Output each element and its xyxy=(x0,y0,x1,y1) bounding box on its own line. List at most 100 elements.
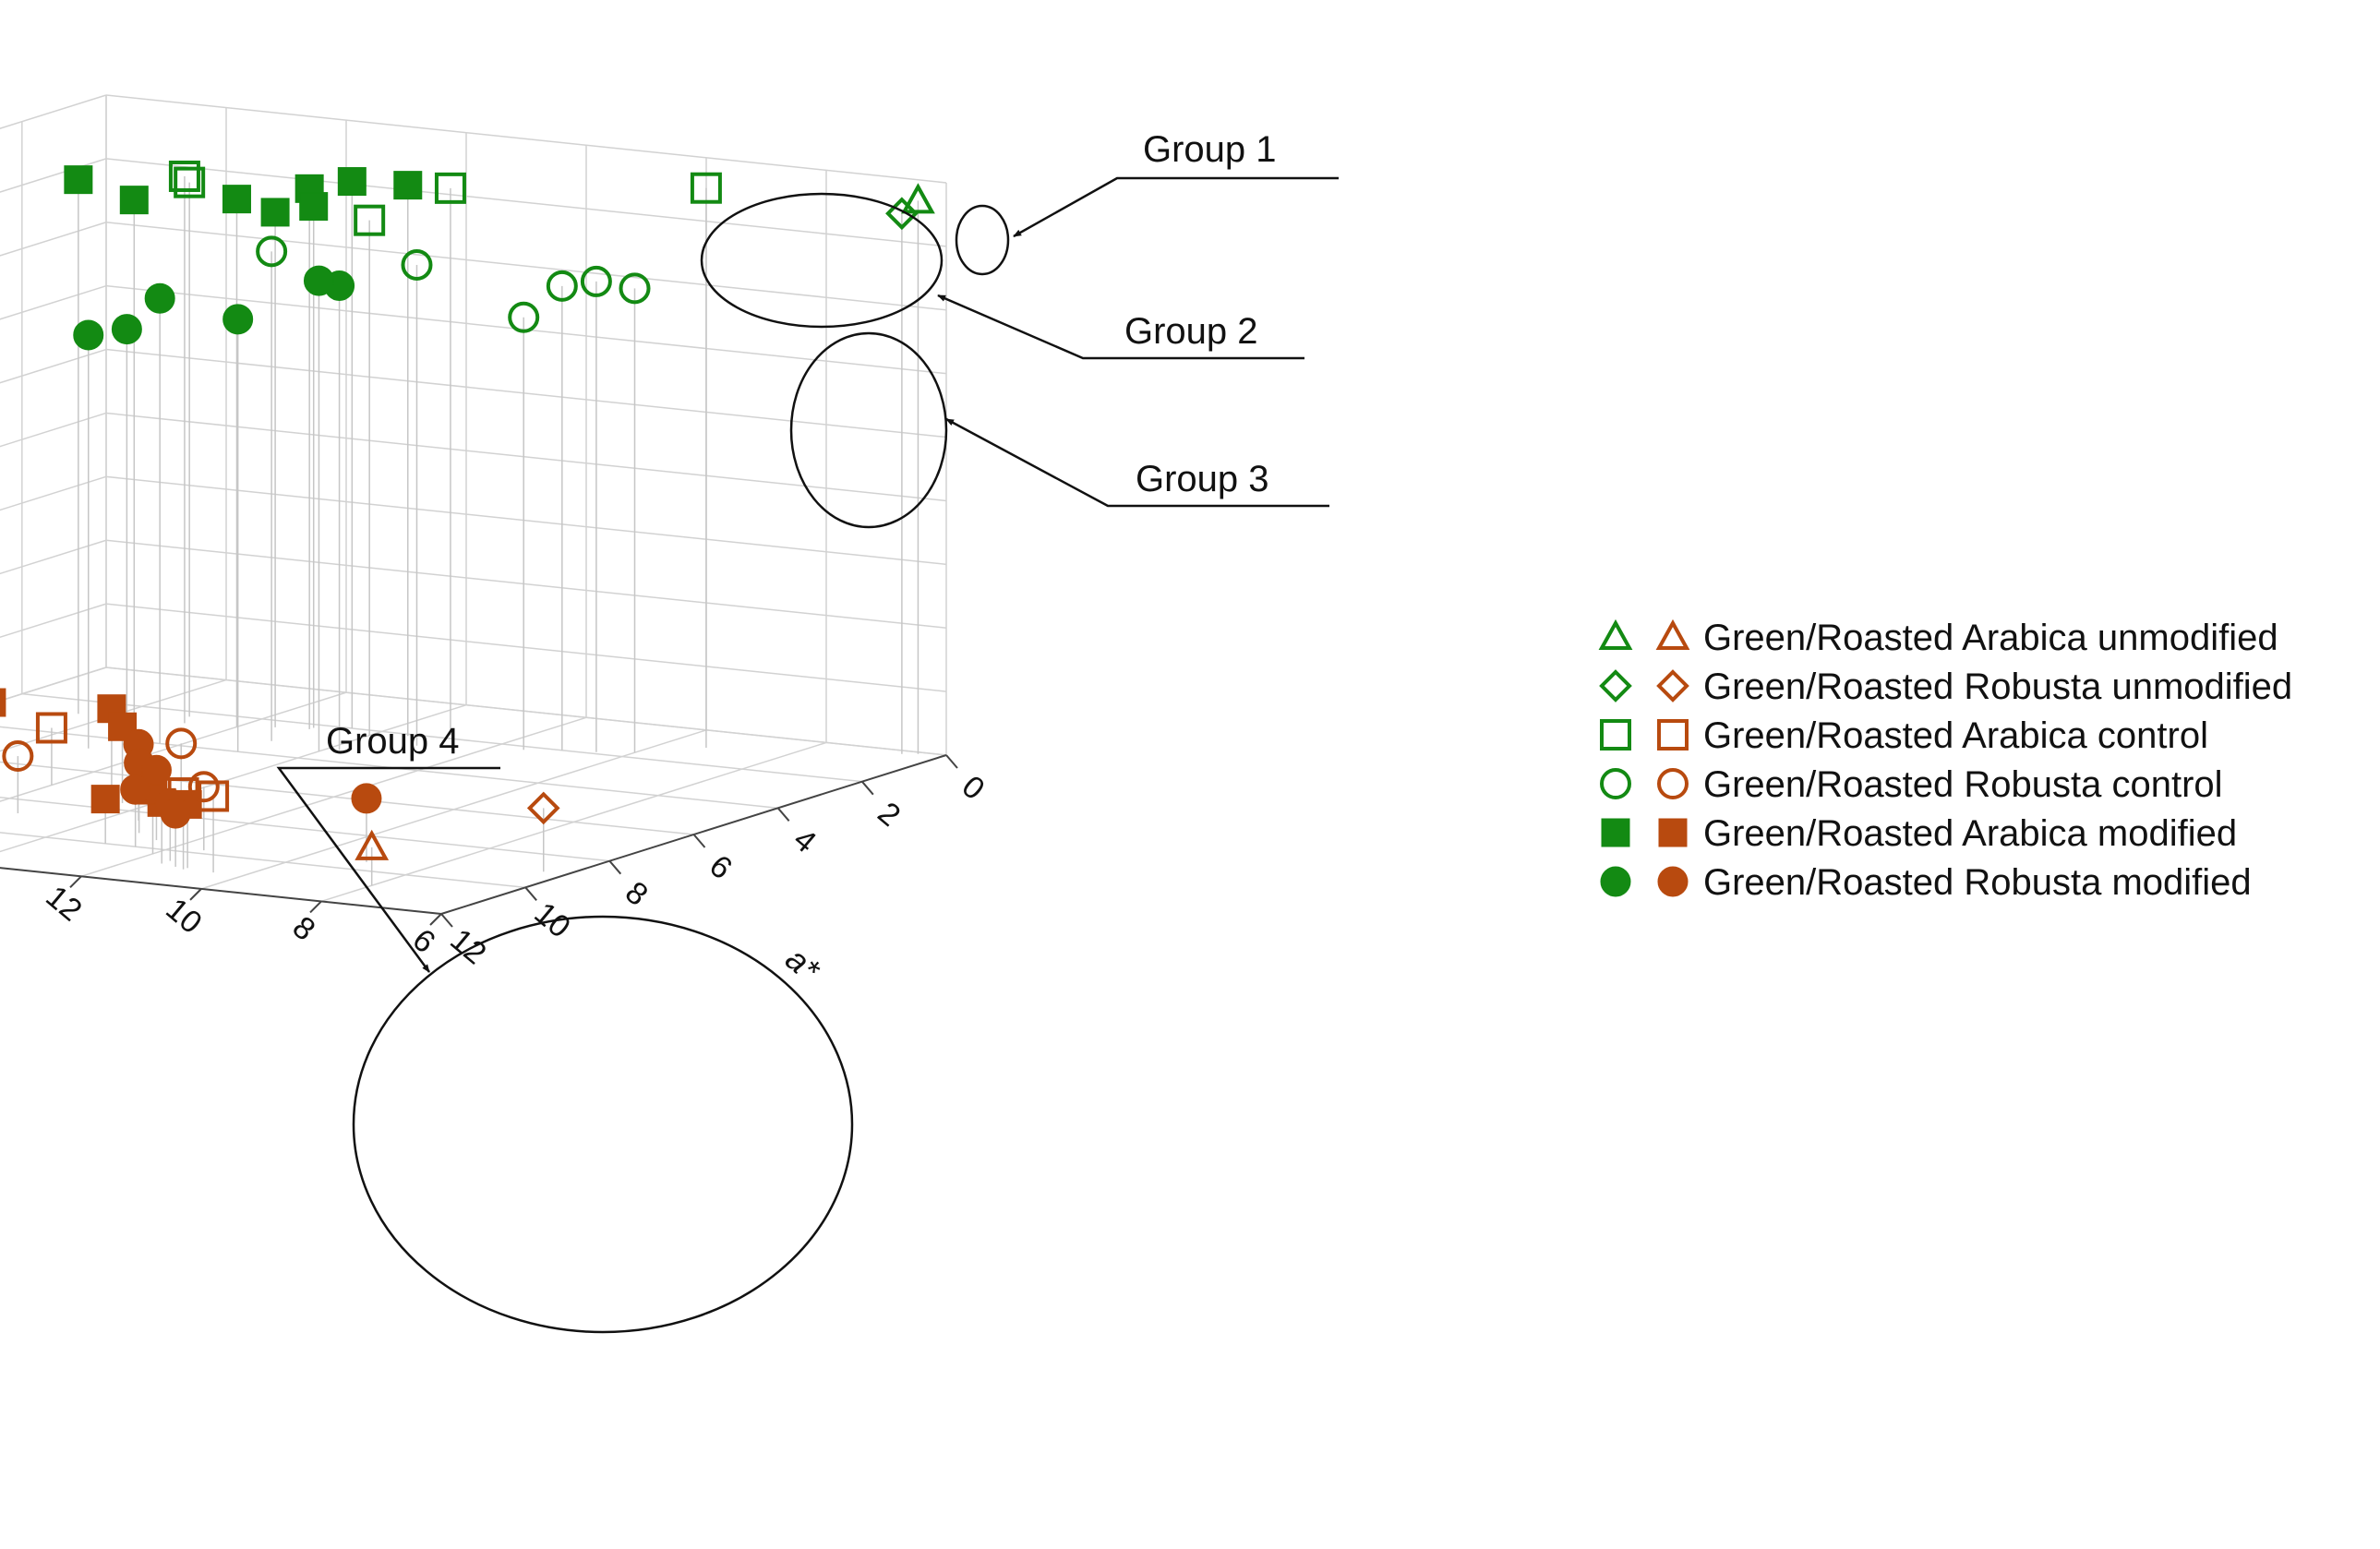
legend-marker-green xyxy=(1600,719,1631,750)
group-4-label: Group 4 xyxy=(326,721,460,762)
drop-lines xyxy=(17,175,920,886)
wall-grid-line xyxy=(0,603,107,639)
data-point-green-square xyxy=(174,166,206,198)
b-tick-mark xyxy=(429,913,442,926)
data-point-roasted-circle-filled xyxy=(160,798,191,829)
wall-grid-line xyxy=(105,412,947,502)
data-point-roasted-circle-filled xyxy=(120,774,151,805)
legend-marker-green xyxy=(1600,768,1631,799)
data-point-green-triangle xyxy=(901,183,935,214)
wall-grid-line xyxy=(0,158,107,193)
a-tick-label: 6 xyxy=(703,848,739,886)
wall-grid-line xyxy=(105,222,947,311)
legend-label: Green/Roasted Arabica control xyxy=(1703,715,2208,756)
legend-label: Green/Roasted Arabica modified xyxy=(1703,813,2237,854)
group-2-label: Group 2 xyxy=(1124,311,1258,352)
data-point-green-square xyxy=(434,172,466,204)
data-point-roasted-square-filled xyxy=(0,688,6,717)
floor-grid-line xyxy=(200,729,707,890)
data-point-green-diamond xyxy=(885,197,919,231)
a-tick-label: 0 xyxy=(956,769,992,807)
legend-marker-roasted xyxy=(1656,669,1689,702)
data-point-roasted-circle xyxy=(2,740,34,773)
data-point-green-square-filled xyxy=(337,167,367,197)
data-point-green-circle-filled xyxy=(111,314,142,345)
data-point-green-circle xyxy=(619,272,651,305)
group-2-leader xyxy=(937,294,1304,360)
data-point-green-square xyxy=(690,172,722,204)
group-annotations: Group 1 Group 2 Group 3 Group 4 xyxy=(276,129,1339,1334)
wall-grid-line xyxy=(105,666,947,756)
a-tick-mark xyxy=(692,834,706,848)
b-axis-line xyxy=(0,867,442,915)
legend: Green/Roasted Arabica unmodified Green/Ro… xyxy=(1598,618,2292,903)
legend-marker-green xyxy=(1601,818,1630,847)
wall-grid-line xyxy=(0,475,107,511)
legend-label: Green/Roasted Robusta control xyxy=(1703,764,2223,805)
legend-item: Green/Roasted Robusta modified xyxy=(1600,862,2252,903)
floor-grid-line xyxy=(0,703,467,853)
group-1-annotation: Group 1 xyxy=(955,129,1339,276)
b-tick-label: 8 xyxy=(286,909,322,947)
data-point-green-square xyxy=(168,160,200,192)
wall-grid-line xyxy=(0,348,107,384)
data-point-green-circle-filled xyxy=(144,282,175,314)
group-2-ellipse xyxy=(700,192,944,329)
wall-grid-line xyxy=(105,348,947,438)
wall-grid-line xyxy=(0,94,107,129)
floor-grid-line xyxy=(0,678,227,752)
group-1-ellipse xyxy=(955,204,1010,276)
wall-grid-line xyxy=(105,603,947,692)
legend-marker-roasted xyxy=(1657,768,1689,799)
data-point-roasted-square xyxy=(35,712,67,744)
data-point-green-circle-filled xyxy=(303,265,334,296)
legend-marker-roasted xyxy=(1655,618,1690,650)
legend-item: Green/Roasted Arabica control xyxy=(1600,715,2208,756)
data-point-green-circle xyxy=(256,235,288,268)
b-tick-mark xyxy=(189,888,202,901)
b-tick-label: 6 xyxy=(406,922,442,960)
legend-item: Green/Roasted Arabica unmodified xyxy=(1598,618,2278,658)
legend-label: Green/Roasted Arabica unmodified xyxy=(1703,618,2278,658)
data-point-green-square-filled xyxy=(222,185,251,214)
group-1-leader xyxy=(1013,176,1339,238)
legend-marker-green xyxy=(1599,669,1632,702)
floor-grid-line xyxy=(21,692,862,783)
floor-grid-line xyxy=(320,741,827,903)
a-tick-label: 8 xyxy=(619,875,655,913)
legend-marker-green xyxy=(1598,618,1633,650)
wall-grid-line xyxy=(105,539,947,629)
wall-grid-line xyxy=(0,412,107,448)
wall-grid-line xyxy=(105,158,947,247)
floor-grid-line xyxy=(0,726,778,810)
a-tick-mark xyxy=(861,781,874,796)
a-tick-mark xyxy=(945,754,958,769)
data-point-roasted-circle-filled xyxy=(351,783,382,814)
a-tick-mark xyxy=(524,886,537,901)
legend-label: Green/Roasted Robusta unmodified xyxy=(1703,666,2292,707)
group-2-annotation: Group 2 xyxy=(700,192,1304,360)
floor-grid-line xyxy=(0,761,694,835)
data-point-green-circle xyxy=(546,270,578,302)
data-point-green-circle xyxy=(401,248,433,281)
group-3-leader xyxy=(945,417,1329,508)
data-point-green-circle-filled xyxy=(222,304,254,335)
a-tick-label: 2 xyxy=(871,796,907,834)
data-point-green-square xyxy=(354,204,386,236)
data-point-roasted-triangle xyxy=(355,829,390,860)
data-point-roasted-circle-filled xyxy=(140,754,172,786)
wall-grid-line xyxy=(105,94,947,184)
group-4-leader xyxy=(276,766,500,973)
legend-marker-green xyxy=(1600,866,1631,897)
wall-grid-line xyxy=(0,666,107,702)
b-tick-mark xyxy=(69,875,82,888)
legend-item: Green/Roasted Arabica modified xyxy=(1601,813,2237,854)
group-3-annotation: Group 3 xyxy=(789,331,1329,529)
data-point-green-square-filled xyxy=(119,186,149,215)
data-point-green-square-filled xyxy=(260,198,290,227)
a-tick-mark xyxy=(776,807,790,822)
data-point-roasted-circle xyxy=(187,771,220,803)
b-tick-mark xyxy=(309,900,322,914)
data-point-green-circle xyxy=(580,265,612,297)
